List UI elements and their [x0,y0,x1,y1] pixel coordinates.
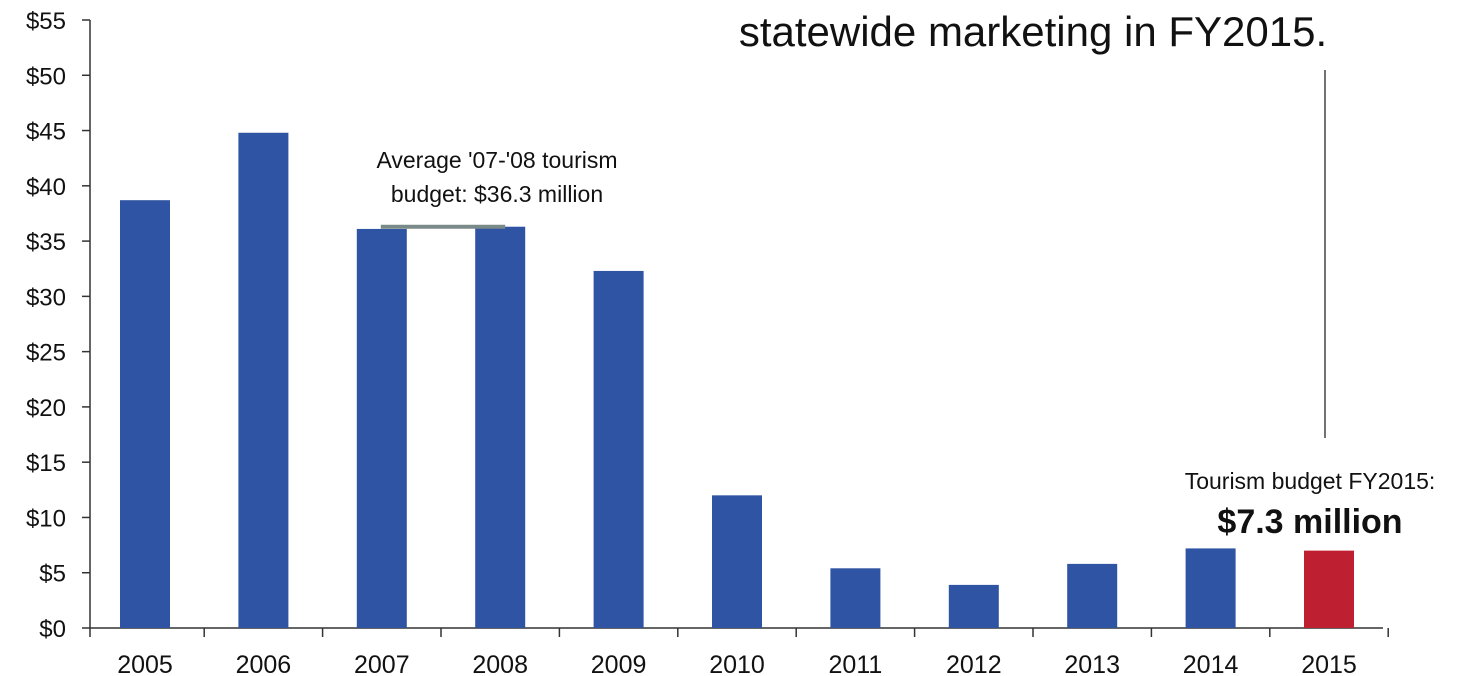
fy2015-annotation-line1: Tourism budget FY2015: [1185,468,1436,494]
x-tick-label: 2005 [117,651,173,676]
y-tick-label: $55 [26,8,66,35]
x-tick-label: 2006 [236,651,292,676]
x-tick-label: 2015 [1301,651,1357,676]
average-annotation-line1: Average '07-'08 tourism [376,147,617,173]
x-tick-label: 2009 [591,651,647,676]
y-tick-label: $50 [26,63,66,90]
y-axis: $0 $5 $10 $15 $20 $25 $30 $35 $40 $45 $50 $55 [26,8,91,643]
y-tick-label: $35 [26,229,66,256]
bar-2006 [238,132,289,629]
y-tick-label: $0 [39,616,66,643]
bar-series [120,132,1354,629]
annotations: Average '07-'08 tourism budget: $36.3 mi… [376,70,1435,541]
y-tick-label: $10 [26,505,66,532]
bar-2005 [120,200,170,628]
bar-2009 [593,270,644,628]
y-tick-label: $40 [26,174,66,201]
x-tick-label: 2011 [829,651,883,676]
bar-2015 [1304,550,1354,628]
y-tick-label: $45 [26,119,66,146]
bar-2014 [1185,548,1236,628]
fy2015-annotation-amount: $7.3 million [1217,503,1402,541]
bar-2012 [948,584,999,628]
bar-2007 [356,228,407,628]
y-tick-label: $20 [26,395,66,422]
bar-2011 [830,568,881,628]
x-tick-label: 2008 [472,651,528,676]
y-tick-label: $25 [26,340,66,367]
x-tick-label: 2007 [354,651,410,676]
bar-2010 [712,495,762,628]
x-tick-label: 2010 [709,651,765,676]
y-tick-label: $30 [26,284,66,311]
bar-2008 [475,226,526,628]
bar-2013 [1067,563,1118,628]
x-tick-label: 2012 [946,651,1002,676]
average-annotation-line2: budget: $36.3 million [391,181,603,207]
x-tick-label: 2014 [1183,651,1239,676]
x-tick-label: 2013 [1064,651,1120,676]
x-axis: 2005 2006 2007 2008 2009 2010 2011 2012 2013 2014… [89,627,1389,676]
y-tick-label: $5 [39,561,66,588]
chart-title: statewide marketing in FY2015. [739,8,1327,55]
y-tick-label: $15 [26,450,66,477]
